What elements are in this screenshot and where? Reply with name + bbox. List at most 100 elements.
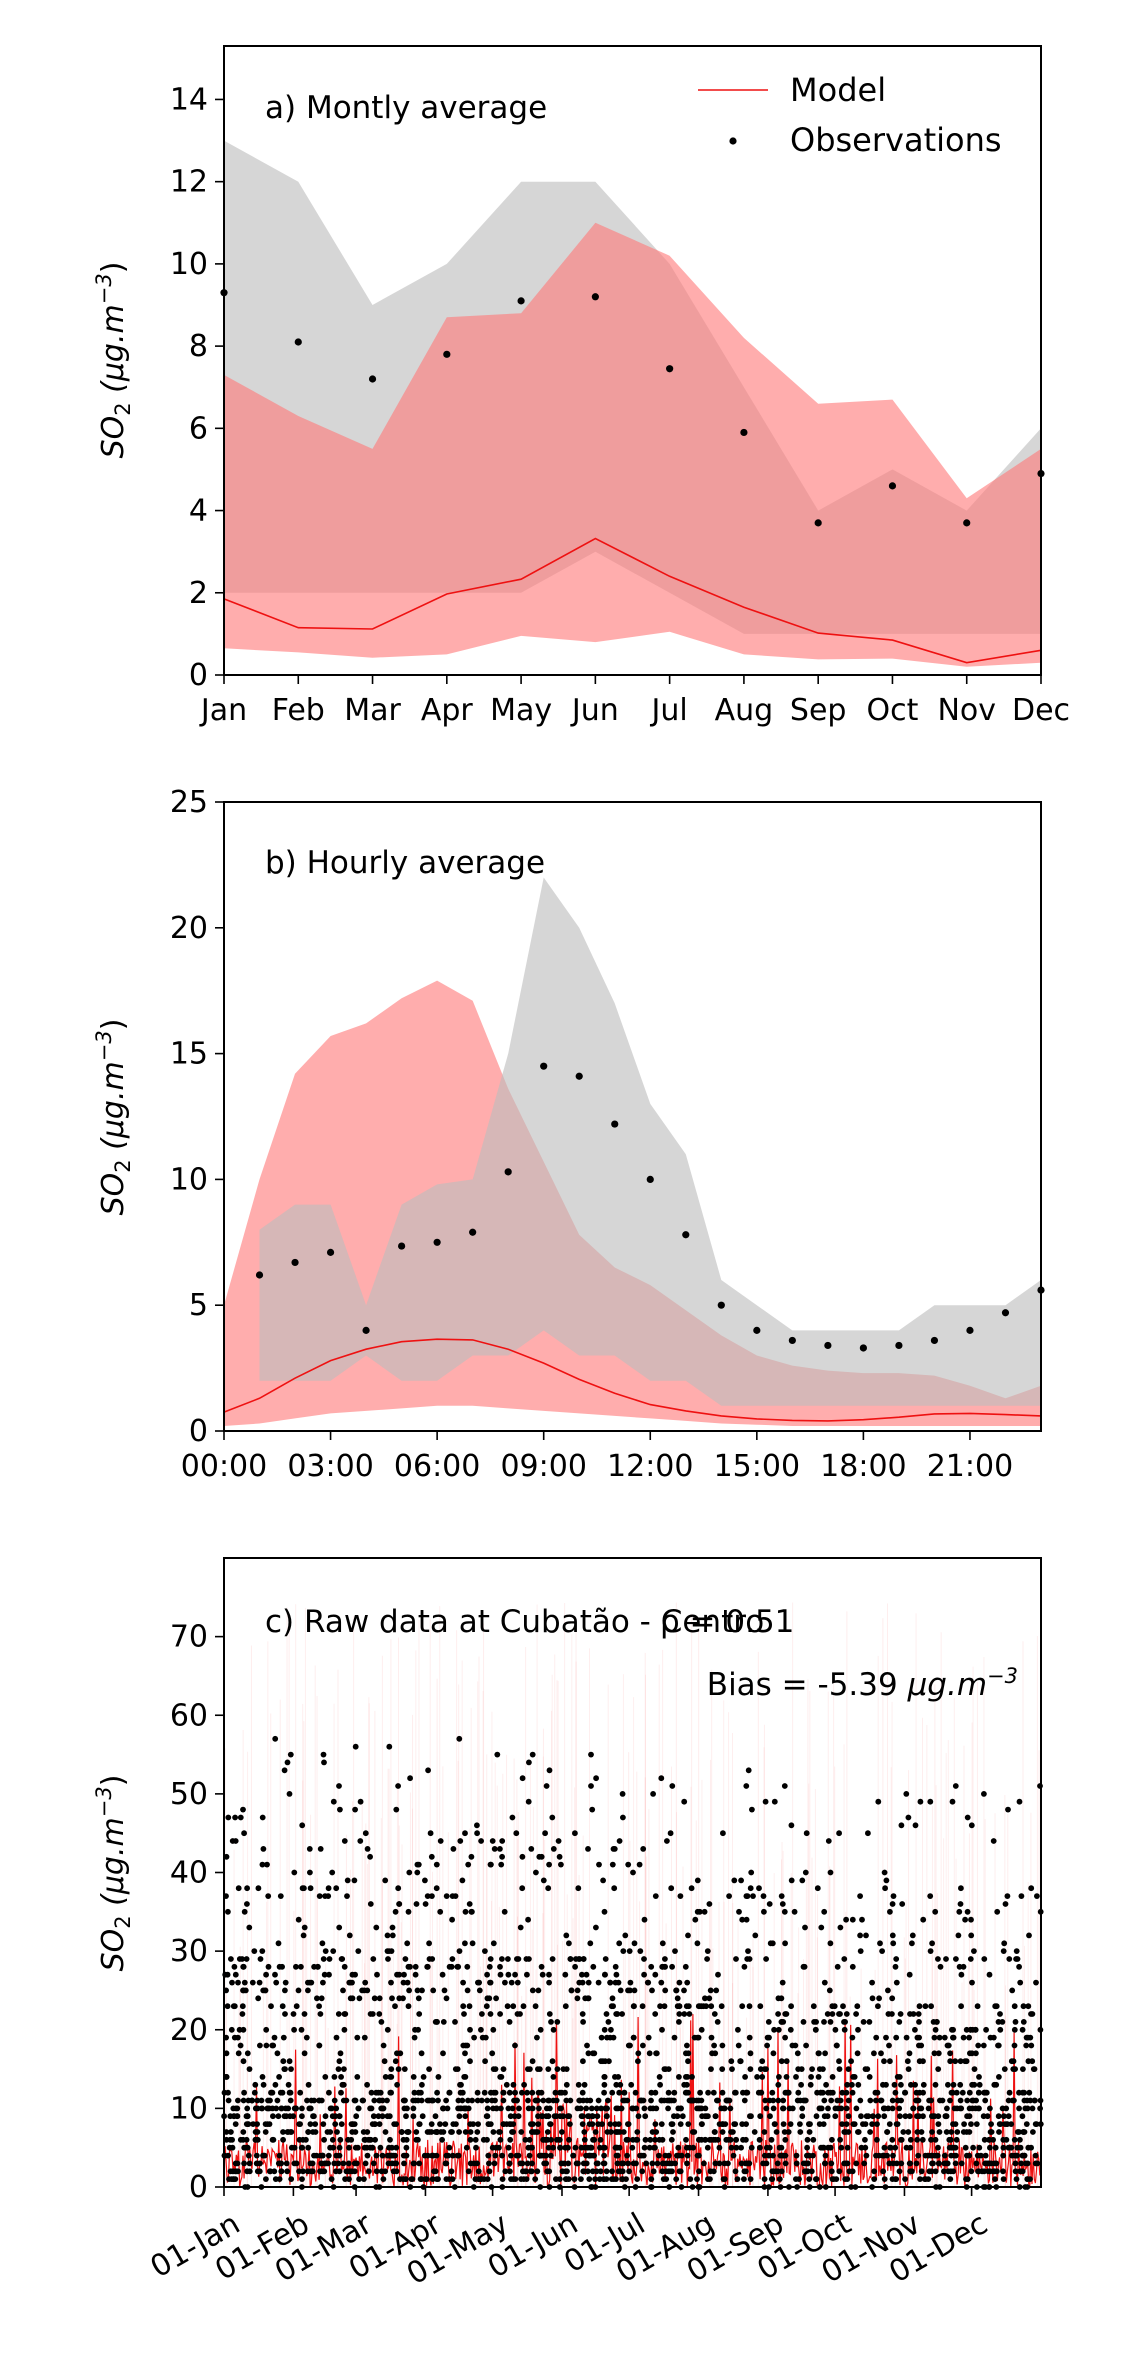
- observation-point: [849, 2034, 856, 2041]
- observation-point: [364, 1846, 371, 1852]
- observation-point: [916, 2034, 922, 2041]
- observation-point: [775, 2026, 782, 2033]
- observation-point: [966, 2089, 973, 2096]
- observation-point: [395, 1885, 402, 1892]
- observation-point: [557, 2144, 564, 2151]
- observation-point: [825, 2105, 831, 2112]
- observation-point: [586, 2113, 592, 2120]
- observation-point: [567, 2121, 573, 2128]
- observation-point: [793, 2074, 799, 2080]
- observation-point: [565, 2113, 572, 2120]
- observation-point: [1009, 1987, 1016, 1994]
- observation-point: [546, 1767, 553, 1774]
- observation-point: [677, 2121, 684, 2128]
- observation-point: [487, 1956, 494, 1962]
- observation-point: [342, 2011, 349, 2017]
- observation-point: [462, 1830, 468, 1837]
- observation-point: [648, 1963, 655, 1970]
- observation-point: [404, 2105, 410, 2112]
- observation-point: [590, 2136, 596, 2143]
- observation-point: [273, 1979, 280, 1986]
- observation-point: [927, 1948, 934, 1954]
- observation-point: [341, 2066, 347, 2073]
- observation-point: [259, 1861, 266, 1868]
- observation-point: [981, 1791, 987, 1797]
- observation-point: [646, 2144, 653, 2151]
- observation-point: [508, 2176, 514, 2183]
- raw-y-tick-label: 30: [170, 1934, 208, 1969]
- observation-point: [532, 2003, 539, 2010]
- observation-point: [770, 2105, 777, 2112]
- observation-point: [785, 2129, 792, 2135]
- observation-point: [416, 2160, 423, 2167]
- observation-point: [769, 2168, 776, 2175]
- observation-point: [678, 2105, 684, 2112]
- observation-point: [701, 1908, 708, 1915]
- observation-point: [972, 2105, 979, 2112]
- observation-point: [763, 2144, 770, 2151]
- observation-point: [937, 2097, 943, 2104]
- observation-point: [268, 2089, 274, 2096]
- observation-point: [863, 2152, 870, 2159]
- observation-point: [658, 2097, 665, 2104]
- observation-point: [287, 2089, 294, 2096]
- observation-point: [546, 1979, 552, 1986]
- observation-point: [976, 2144, 983, 2151]
- observation-point: [293, 2003, 300, 2010]
- observation-point: [763, 2105, 770, 2112]
- observation-point: [472, 2136, 479, 2143]
- observation-point: [490, 2026, 497, 2033]
- observation-point: [667, 1830, 674, 1837]
- observation-point: [465, 1861, 472, 1868]
- observation-point: [244, 2105, 251, 2112]
- month-x-tick-label: Apr: [421, 693, 474, 728]
- observation-point: [558, 2089, 565, 2096]
- observation-point: [871, 2176, 878, 2183]
- observation-point: [836, 1830, 842, 1837]
- observation-point: [1020, 2003, 1027, 2010]
- hourly-y-tick-label: 20: [170, 911, 208, 946]
- observation-point: [536, 1853, 543, 1860]
- observation-point: [953, 2089, 960, 2096]
- observation-point: [761, 2176, 768, 2183]
- observation-point: [788, 1877, 795, 1884]
- observation-point: [316, 1893, 323, 1899]
- observation-point: [843, 2105, 850, 2112]
- observation-point: [927, 1893, 934, 1899]
- observation-point: [487, 1861, 494, 1868]
- observation-point: [616, 2089, 623, 2096]
- observation-point: [634, 2129, 641, 2135]
- observation-point: [740, 2089, 746, 2096]
- observation-point: [479, 2034, 486, 2041]
- observation-point: [922, 2003, 929, 2010]
- observation-point: [823, 2081, 829, 2088]
- observation-point: [445, 2152, 452, 2159]
- observation-point: [414, 1861, 421, 1868]
- observation-point: [1011, 2026, 1018, 2033]
- observation-point: [888, 482, 897, 490]
- observation-point: [844, 2160, 851, 2167]
- observation-point: [457, 2081, 463, 2088]
- observation-point: [898, 2160, 905, 2167]
- observation-point: [585, 1979, 592, 1986]
- observation-point: [990, 2136, 996, 2143]
- observation-point: [801, 1963, 808, 1970]
- observation-point: [449, 2152, 456, 2159]
- observation-point: [529, 2160, 535, 2167]
- observation-point: [448, 1963, 455, 1970]
- observation-point: [305, 2144, 312, 2151]
- observation-point: [1020, 2129, 1027, 2135]
- observation-point: [890, 1893, 897, 1899]
- observation-point: [635, 2050, 642, 2057]
- observation-point: [608, 2129, 614, 2135]
- observation-point: [507, 2136, 514, 2143]
- observation-point: [337, 2050, 344, 2057]
- observation-point: [510, 2129, 516, 2135]
- observation-point: [1034, 1893, 1040, 1899]
- hourly-average-axes-frame: [223, 801, 1042, 1432]
- observation-point: [617, 2081, 624, 2088]
- observation-point: [932, 2081, 939, 2088]
- observation-point: [329, 1869, 336, 1876]
- observation-point: [347, 1979, 354, 1986]
- observation-point: [673, 2176, 680, 2183]
